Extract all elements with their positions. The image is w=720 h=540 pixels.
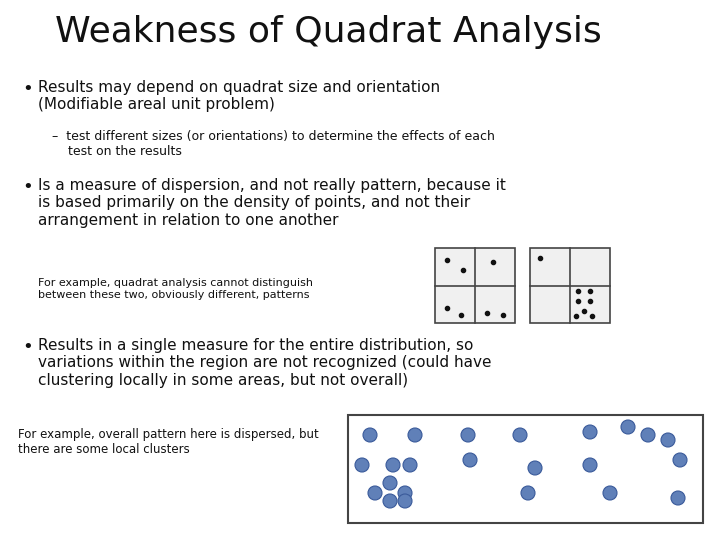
Text: Results in a single measure for the entire distribution, so
variations within th: Results in a single measure for the enti… — [38, 338, 492, 388]
Circle shape — [603, 486, 617, 500]
Circle shape — [661, 433, 675, 447]
Text: Is a measure of dispersion, and not really pattern, because it
is based primaril: Is a measure of dispersion, and not real… — [38, 178, 506, 228]
Circle shape — [621, 420, 635, 434]
Bar — [348, 415, 703, 523]
Text: Results may depend on quadrat size and orientation
(Modifiable areal unit proble: Results may depend on quadrat size and o… — [38, 80, 440, 112]
Text: •: • — [22, 178, 32, 196]
Circle shape — [408, 428, 422, 442]
Circle shape — [463, 453, 477, 467]
Circle shape — [403, 458, 417, 472]
Circle shape — [461, 428, 475, 442]
Circle shape — [398, 494, 412, 508]
Circle shape — [386, 458, 400, 472]
Text: –  test different sizes (or orientations) to determine the effects of each
    t: – test different sizes (or orientations)… — [52, 130, 495, 158]
Circle shape — [583, 458, 597, 472]
Text: •: • — [22, 80, 32, 98]
Circle shape — [383, 494, 397, 508]
Circle shape — [363, 428, 377, 442]
Bar — [435, 248, 515, 323]
Text: For example, overall pattern here is dispersed, but
there are some local cluster: For example, overall pattern here is dis… — [18, 428, 319, 456]
Text: Weakness of Quadrat Analysis: Weakness of Quadrat Analysis — [55, 15, 602, 49]
Circle shape — [513, 428, 527, 442]
Text: For example, quadrat analysis cannot distinguish
between these two, obviously di: For example, quadrat analysis cannot dis… — [38, 278, 313, 300]
Circle shape — [641, 428, 655, 442]
Circle shape — [673, 453, 687, 467]
Circle shape — [355, 458, 369, 472]
Circle shape — [398, 486, 412, 500]
Circle shape — [528, 461, 542, 475]
Text: •: • — [22, 338, 32, 356]
Circle shape — [671, 491, 685, 505]
Circle shape — [383, 476, 397, 490]
Circle shape — [583, 425, 597, 439]
Circle shape — [368, 486, 382, 500]
Circle shape — [521, 486, 535, 500]
Bar — [530, 248, 610, 323]
